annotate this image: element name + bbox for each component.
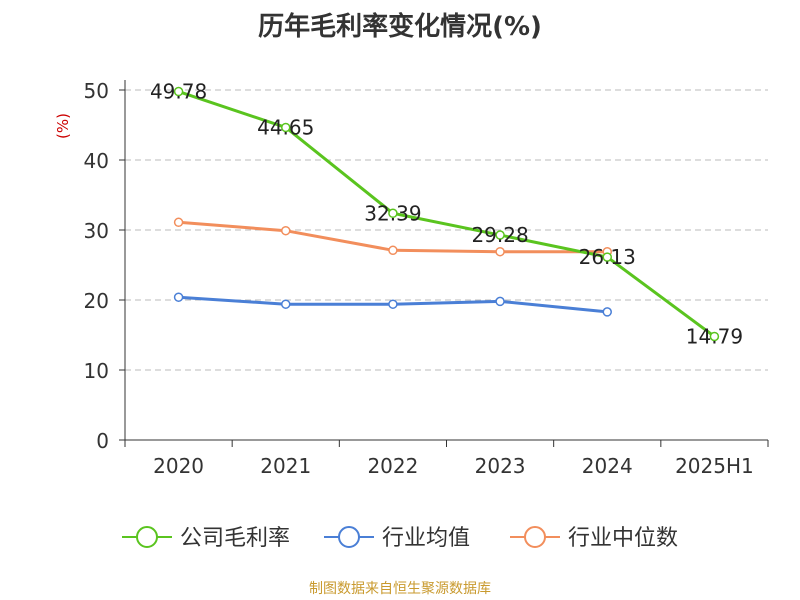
data-point <box>388 299 398 309</box>
data-label: 26.13 <box>579 245 636 269</box>
chart-title: 历年毛利率变化情况(%) <box>258 12 542 42</box>
data-point <box>281 299 291 309</box>
y-tick-label: 30 <box>84 219 109 243</box>
legend-marker <box>136 526 158 548</box>
legend-label: 公司毛利率 <box>180 526 290 551</box>
x-tick-label: 2025H1 <box>675 454 754 478</box>
data-point <box>173 292 184 302</box>
data-label: 14.79 <box>686 324 743 348</box>
data-label: 29.28 <box>471 223 528 247</box>
legend-item[interactable]: 公司毛利率 <box>122 526 290 551</box>
legend-marker <box>524 526 546 548</box>
source-note: 制图数据来自恒生聚源数据库 <box>309 581 491 597</box>
data-point <box>709 331 720 342</box>
y-axis-label: (%) <box>54 113 72 139</box>
data-point <box>495 246 505 257</box>
legend-marker <box>338 526 360 548</box>
data-point <box>388 208 398 219</box>
legend-label: 行业中位数 <box>568 526 678 551</box>
grid-layer <box>125 89 768 371</box>
series-line <box>178 90 716 338</box>
data-point <box>173 86 184 97</box>
x-tick-label: 2024 <box>582 454 633 478</box>
axis-layer: 0 10 20 30 40 50 2020 2021 2022 2023 2024 2025H1 <box>84 79 769 478</box>
data-point <box>281 122 291 133</box>
y-tick-label: 0 <box>96 429 109 453</box>
x-tick-label: 2020 <box>153 454 204 478</box>
data-point <box>388 245 398 256</box>
legend-label: 行业均值 <box>382 526 470 551</box>
x-tick-label: 2022 <box>367 454 418 478</box>
legend-item[interactable]: 行业均值 <box>324 526 470 551</box>
label-layer: 49.78 44.65 32.39 29.28 26.13 14.79 <box>150 80 743 349</box>
data-label: 32.39 <box>364 201 421 225</box>
series-layer <box>173 86 720 342</box>
data-point <box>495 296 505 307</box>
data-point <box>602 252 612 262</box>
data-label: 44.65 <box>257 115 314 139</box>
data-label: 49.78 <box>150 80 207 104</box>
legend-item[interactable]: 行业中位数 <box>510 526 678 551</box>
data-point <box>281 225 291 236</box>
data-point <box>495 230 505 240</box>
x-tick-label: 2023 <box>475 454 526 478</box>
y-tick-label: 40 <box>84 149 109 173</box>
y-tick-label: 10 <box>84 359 109 383</box>
x-tick-label: 2021 <box>260 454 311 478</box>
data-point <box>173 217 184 228</box>
y-tick-label: 20 <box>84 289 109 313</box>
legend[interactable]: 公司毛利率 行业均值 行业中位数 <box>122 526 678 551</box>
data-point <box>602 307 612 317</box>
y-tick-label: 50 <box>84 79 109 103</box>
